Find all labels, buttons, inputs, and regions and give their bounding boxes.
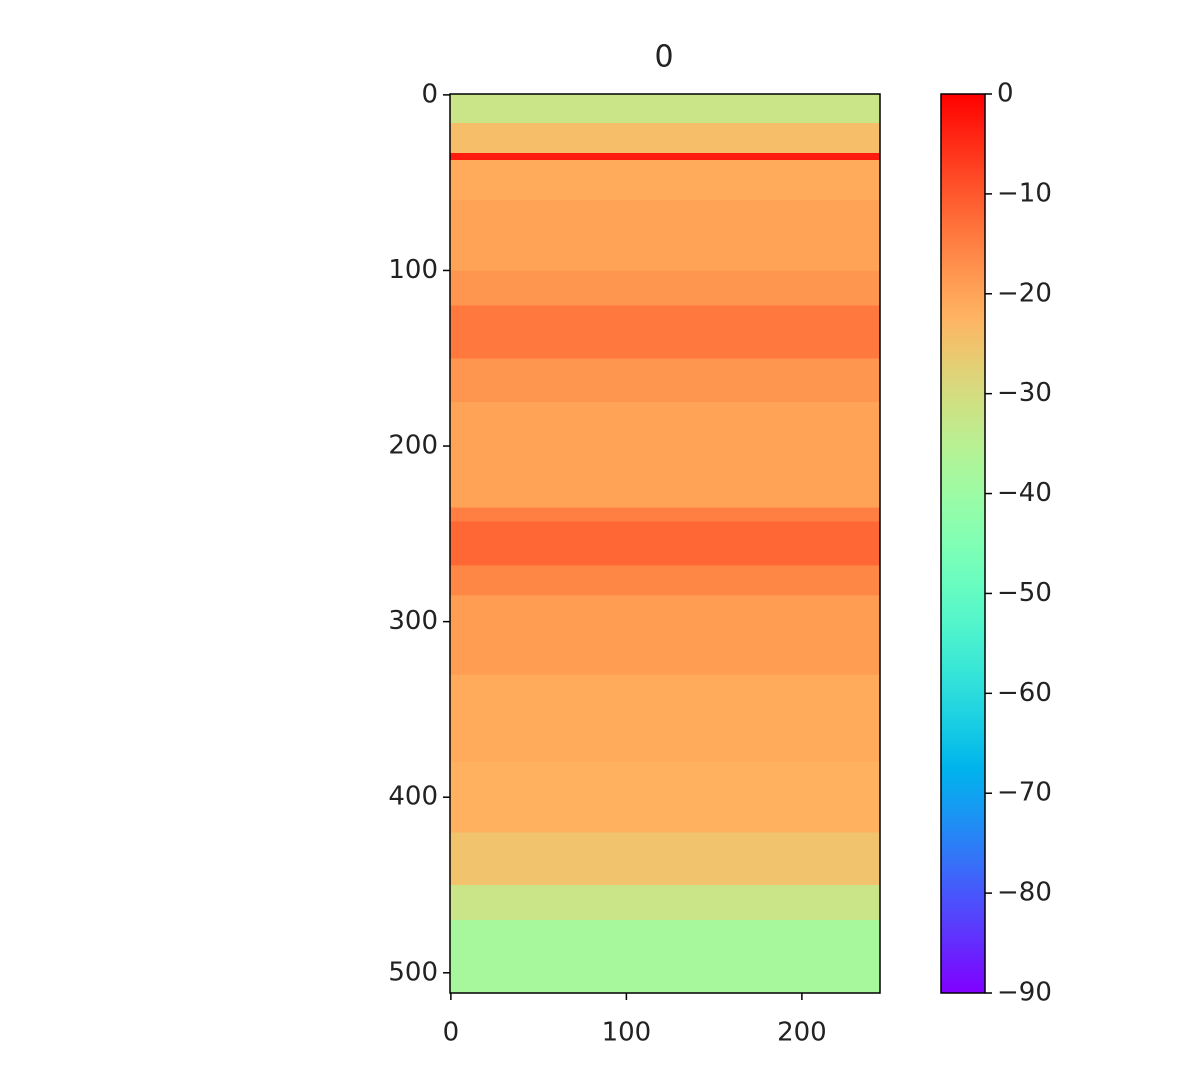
heat-cell [450, 358, 880, 403]
heat-cell [450, 920, 880, 993]
y-tick-label: 300 [388, 606, 438, 636]
heat-cell [450, 521, 880, 566]
plot-frame [449, 93, 881, 994]
x-tick-label: 200 [777, 1018, 827, 1048]
y-tick-label: 200 [388, 431, 438, 461]
heat-cell [450, 595, 880, 675]
colorbar [940, 93, 986, 994]
heat-cell [450, 152, 880, 160]
y-tick-label: 500 [388, 957, 438, 987]
heat-cell [450, 762, 880, 833]
x-tick-label: 0 [443, 1018, 460, 1048]
colorbar-tick-label: −80 [997, 878, 1052, 908]
heat-cell [450, 270, 880, 306]
y-tick-label: 400 [388, 782, 438, 812]
y-tick-label: 100 [388, 255, 438, 285]
heat-cell [450, 200, 880, 271]
heat-cell [450, 832, 880, 886]
y-tick-label: 0 [421, 79, 438, 109]
colorbar-tick-label: −20 [997, 278, 1052, 308]
heat-cell [450, 565, 880, 596]
heat-cell [450, 159, 880, 201]
colorbar-tick-label: −60 [997, 678, 1052, 708]
heat-cell [450, 674, 880, 763]
heat-cell [450, 402, 880, 508]
heat-cell [450, 94, 880, 123]
heat-cell [450, 507, 880, 522]
colorbar-tick-label: 0 [997, 79, 1014, 109]
colorbar-tick-label: −90 [997, 978, 1052, 1008]
x-tick-label: 100 [602, 1018, 652, 1048]
heat-cell [450, 305, 880, 359]
colorbar-tick-label: −30 [997, 378, 1052, 408]
colorbar-tick-label: −10 [997, 178, 1052, 208]
heat-cell [450, 122, 880, 153]
colorbar-tick-label: −50 [997, 578, 1052, 608]
chart-title: 0 [654, 40, 673, 75]
colorbar-tick-label: −70 [997, 778, 1052, 808]
colorbar-tick-label: −40 [997, 478, 1052, 508]
heat-cell [450, 885, 880, 921]
